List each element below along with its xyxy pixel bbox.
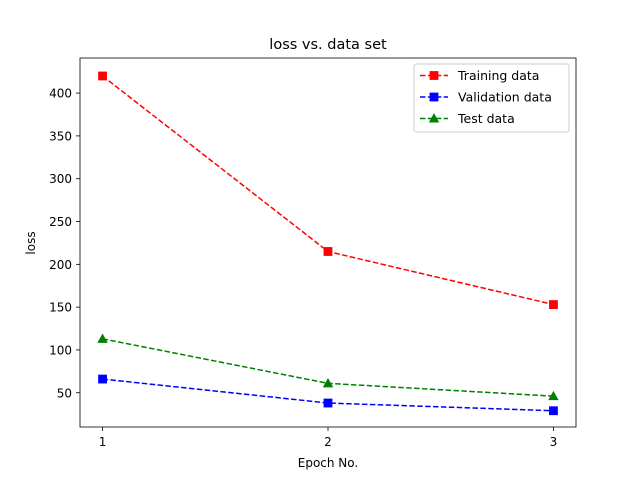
y-tick-label: 200: [49, 258, 72, 272]
y-tick-label: 250: [49, 215, 72, 229]
chart-title: loss vs. data set: [269, 37, 387, 53]
test-data-point: [97, 333, 108, 343]
legend-label: Validation data: [458, 90, 552, 105]
x-axis-label: Epoch No.: [298, 456, 358, 470]
validation-data-point: [549, 406, 558, 416]
test-data-point: [548, 390, 559, 401]
legend-swatch-marker: [428, 113, 440, 123]
legend-item-test-data: Test data: [420, 111, 515, 126]
legend-label: Test data: [457, 111, 515, 126]
validation-data-line: [102, 378, 554, 412]
series-layer: [97, 71, 559, 416]
y-tick-label: 350: [49, 129, 72, 143]
legend-box: [413, 63, 570, 133]
x-tick-label: 2: [324, 435, 332, 449]
legend: Training data Validation data Test data: [413, 63, 570, 133]
training-data-point: [98, 71, 107, 81]
legend-item-training-data: Training data: [420, 68, 539, 83]
x-axis: 1 2 3: [99, 427, 558, 449]
y-tick-label: 150: [49, 301, 72, 315]
validation-data-point: [323, 398, 333, 408]
x-tick-label: 1: [99, 435, 107, 449]
x-tick-label: 3: [550, 435, 558, 449]
validation-data-point: [98, 374, 107, 384]
y-tick-label: 300: [49, 172, 72, 186]
legend-swatch-marker: [429, 92, 439, 102]
series-test-data: [97, 333, 559, 401]
training-data-point: [323, 247, 333, 256]
training-data-point: [549, 300, 558, 309]
legend-swatch-marker: [429, 71, 439, 80]
y-tick-label: 50: [57, 386, 72, 400]
legend-label: Training data: [457, 68, 539, 83]
y-tick-label: 100: [49, 343, 72, 357]
y-axis-label: loss: [24, 231, 38, 254]
legend-item-validation-data: Validation data: [420, 90, 552, 105]
series-validation-data: [98, 374, 558, 416]
series-training-data: [98, 71, 558, 309]
y-tick-label: 400: [49, 87, 72, 101]
y-axis: 50 100 150 200 250 300 350 400: [49, 87, 80, 400]
test-data-point: [322, 378, 334, 388]
